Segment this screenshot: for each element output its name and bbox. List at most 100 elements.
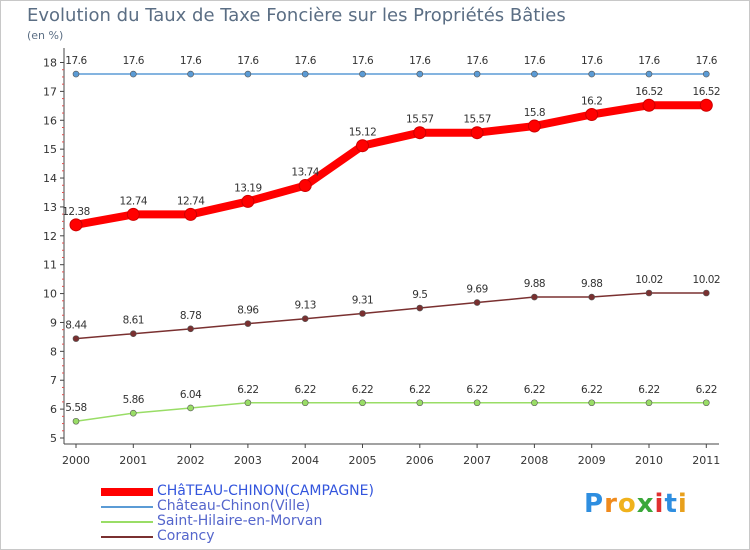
- series-0-point: [413, 126, 427, 140]
- series-2-point: [645, 399, 653, 407]
- brand-letter: t: [664, 489, 678, 519]
- series-2-point: [72, 417, 80, 425]
- series-2-data-label: 6.04: [180, 389, 202, 401]
- series-1-data-label: 17.6: [352, 55, 374, 67]
- y-tick-label: 14: [43, 172, 57, 185]
- series-0-data-label: 15.12: [349, 127, 377, 139]
- series-1-point: [416, 70, 424, 78]
- series-2-data-label: 6.22: [524, 384, 545, 396]
- x-tick-label: 2007: [463, 454, 491, 467]
- series-2-point: [702, 399, 710, 407]
- series-1-point: [531, 70, 538, 78]
- x-tick-label: 2000: [62, 454, 90, 467]
- series-3-line: [75, 292, 708, 340]
- series-3-point: [72, 335, 80, 342]
- series-3-data-label: 9.13: [295, 300, 316, 312]
- series-1-point: [72, 70, 80, 78]
- y-tick-label: 9: [50, 316, 57, 329]
- series-1-point: [244, 70, 252, 78]
- series-0-point: [298, 179, 312, 193]
- legend-label: Saint-Hilaire-en-Morvan: [157, 513, 323, 529]
- series-3-point: [244, 320, 252, 327]
- series-1-point: [702, 70, 710, 78]
- y-tick-label: 12: [43, 230, 57, 243]
- series-3-data-label: 8.61: [123, 315, 144, 327]
- series-1-data-label: 17.6: [696, 55, 718, 67]
- series-1-point: [588, 70, 596, 78]
- brand-letter: o: [617, 489, 637, 519]
- series-2-data-label: 6.22: [237, 384, 258, 396]
- series-0-data-label: 15.57: [463, 114, 491, 126]
- series-1-data-label: 17.6: [180, 55, 202, 67]
- series-3-data-label: 8.96: [237, 305, 259, 317]
- series-3-point: [531, 293, 538, 301]
- series-2-data-label: 6.22: [466, 384, 487, 396]
- series-1-data-label: 17.6: [581, 55, 603, 67]
- series-2-point: [416, 399, 424, 407]
- x-tick-label: 2006: [406, 454, 434, 467]
- y-tick-label: 7: [50, 374, 57, 387]
- series-0-line: [72, 101, 711, 229]
- series-3-point: [187, 325, 194, 333]
- series-0-point: [356, 139, 369, 153]
- series-2-point: [473, 399, 481, 407]
- legend-swatch: [101, 488, 153, 496]
- brand-letter: i: [654, 489, 665, 519]
- series-3-data-label: 9.88: [581, 278, 602, 290]
- series-0-data-label: 15.57: [406, 114, 434, 126]
- series-0-data-label: 13.19: [234, 182, 262, 194]
- brand-letter: i: [677, 489, 688, 519]
- x-tick-label: 2009: [578, 454, 606, 467]
- series-0-point: [69, 218, 83, 232]
- x-tick-label: 2011: [692, 454, 720, 467]
- brand-letter: r: [604, 489, 618, 519]
- series-2-line: [75, 402, 708, 422]
- x-tick-label: 2010: [635, 454, 663, 467]
- series-2-point: [244, 399, 252, 407]
- series-3-data-label: 8.78: [180, 310, 201, 322]
- series-2-point: [301, 399, 309, 407]
- series-3-point: [702, 289, 710, 297]
- series-1-data-label: 17.6: [237, 55, 259, 67]
- legend-swatch: [101, 506, 153, 508]
- series-1-point: [645, 70, 653, 78]
- series-0-data-label: 12.74: [120, 195, 148, 207]
- series-3-data-label: 8.44: [65, 320, 87, 332]
- brand-letter: x: [636, 489, 655, 519]
- legend-label: CHâTEAU-CHINON(CAMPAGNE): [157, 483, 374, 499]
- series-0-point: [699, 98, 713, 112]
- legend-swatch: [101, 521, 153, 523]
- series-1-point: [473, 70, 481, 78]
- y-tick-label: 6: [50, 403, 57, 416]
- series-2-data-label: 6.22: [696, 384, 717, 396]
- series-2-point: [588, 399, 596, 407]
- series-3-point: [130, 330, 137, 338]
- series-0-data-label: 16.52: [635, 86, 663, 98]
- series-3-data-label: 10.02: [635, 274, 663, 286]
- series-3-data-label: 9.88: [524, 278, 545, 290]
- series-3-point: [359, 310, 366, 317]
- series-3-point: [645, 289, 653, 297]
- series-1-data-label: 17.6: [123, 55, 145, 67]
- chart-title: Evolution du Taux de Taxe Foncière sur l…: [27, 5, 566, 26]
- x-tick-label: 2008: [520, 454, 548, 467]
- series-1-data-label: 17.6: [409, 55, 431, 67]
- series-2-data-label: 6.22: [295, 384, 316, 396]
- legend-label: Château-Chinon(Ville): [157, 498, 311, 514]
- series-0-point: [585, 107, 599, 121]
- series-0-point: [241, 194, 255, 208]
- series-1-data-label: 17.6: [638, 55, 660, 67]
- series-1-point: [301, 70, 309, 78]
- series-2-data-label: 5.86: [123, 394, 145, 406]
- series-2-data-label: 5.58: [65, 402, 86, 414]
- x-tick-label: 2001: [119, 454, 147, 467]
- y-tick-label: 17: [43, 85, 57, 98]
- series-1-point: [130, 70, 137, 78]
- series-2-data-label: 6.22: [352, 384, 373, 396]
- series-1-data-label: 17.6: [295, 55, 317, 67]
- series-1-data-label: 17.6: [524, 55, 546, 67]
- y-tick-label: 10: [43, 288, 57, 301]
- x-tick-label: 2005: [349, 454, 377, 467]
- y-tick-label: 11: [43, 259, 57, 272]
- series-0-data-label: 12.74: [177, 195, 205, 207]
